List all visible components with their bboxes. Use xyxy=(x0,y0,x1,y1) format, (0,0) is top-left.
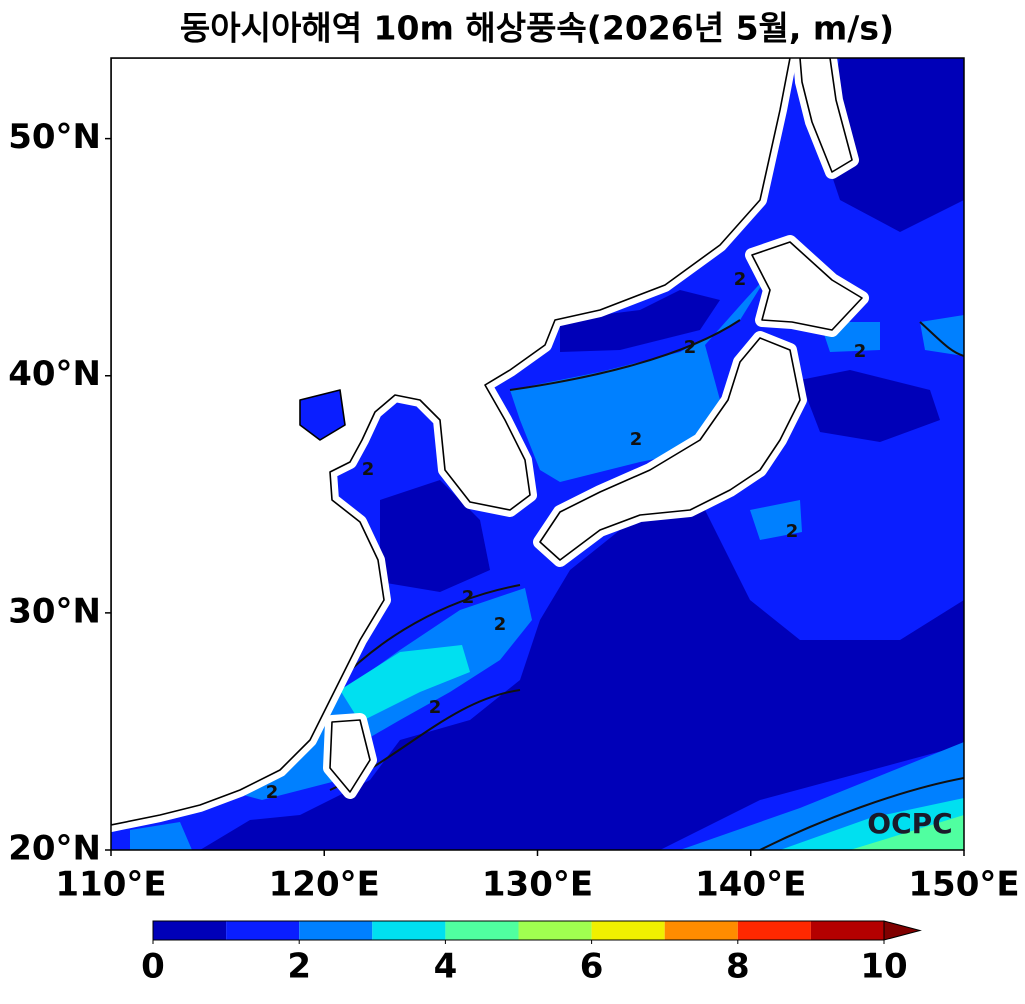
contour-label: 2 xyxy=(854,341,867,362)
contour-label: 2 xyxy=(494,614,507,635)
contour-label: 2 xyxy=(429,697,442,718)
x-tick-label: 110°E xyxy=(55,865,166,905)
colorbar-tick-label: 10 xyxy=(860,947,907,987)
field-area xyxy=(380,480,490,592)
colorbar-tick-label: 8 xyxy=(726,947,750,987)
colorbar-segment xyxy=(518,921,592,940)
x-tick-label: 130°E xyxy=(482,865,593,905)
colorbar-segment xyxy=(153,921,227,940)
land xyxy=(330,720,370,792)
map-title: 동아시아해역 10m 해상풍속(2026년 5월, m/s) xyxy=(180,9,894,48)
colorbar-tick-label: 0 xyxy=(141,947,165,987)
field-area xyxy=(820,58,964,232)
x-tick-label: 150°E xyxy=(908,865,1019,905)
wind-field: 2 2 2 2 2 2 2 2 2 2 OCPC xyxy=(111,58,964,850)
field-area xyxy=(200,500,964,850)
contour-label: 2 xyxy=(630,429,643,450)
contour-label: 2 xyxy=(734,269,747,290)
watermark: OCPC xyxy=(867,807,952,840)
colorbar-segment xyxy=(737,921,811,940)
field-area xyxy=(560,290,720,352)
colorbar-tick-label: 6 xyxy=(580,947,604,987)
y-tick-label: 20°N xyxy=(8,829,101,869)
colorbar-tick-label: 2 xyxy=(287,947,311,987)
y-tick-label: 40°N xyxy=(8,354,101,394)
field-area xyxy=(800,370,940,442)
contour-label: 2 xyxy=(684,337,697,358)
colorbar-segment xyxy=(226,921,300,940)
field-area xyxy=(850,815,964,850)
field-area xyxy=(920,315,964,356)
contour-label: 2 xyxy=(362,459,375,480)
y-tick-label: 50°N xyxy=(8,117,101,157)
colorbar-tick-label: 4 xyxy=(434,947,458,987)
contour-line xyxy=(329,319,964,850)
colorbar-segment xyxy=(445,921,519,940)
x-tick-label: 140°E xyxy=(695,865,806,905)
colorbar-segment xyxy=(299,921,373,940)
contour-label: 2 xyxy=(786,521,799,542)
field-area xyxy=(750,500,802,540)
x-tick-label: 120°E xyxy=(269,865,380,905)
contour-label: 2 xyxy=(266,782,279,803)
field-area xyxy=(130,822,192,850)
colorbar-segment xyxy=(664,921,738,940)
field-area xyxy=(340,645,470,722)
y-tick-label: 30°N xyxy=(8,591,101,631)
contour-label: 2 xyxy=(462,587,475,608)
colorbar-segment xyxy=(372,921,446,940)
colorbar-frame xyxy=(152,920,885,941)
colorbar-segment xyxy=(591,921,665,940)
colorbar-segment xyxy=(810,921,884,940)
